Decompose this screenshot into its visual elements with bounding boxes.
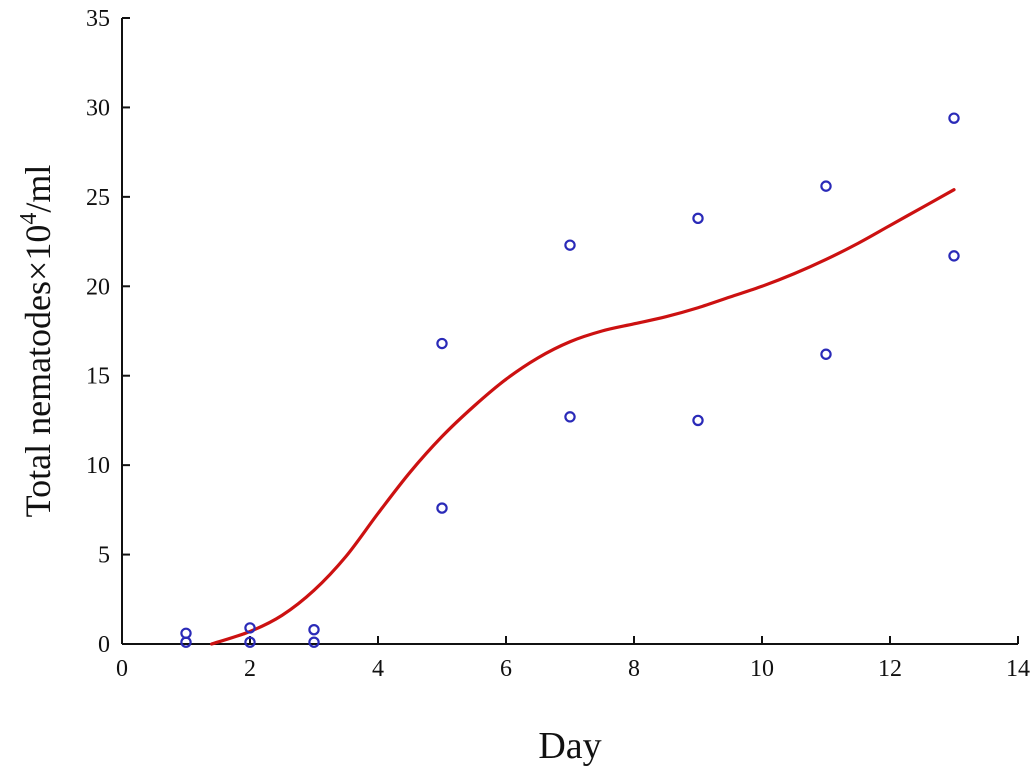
data-point bbox=[308, 623, 320, 636]
y-axis-label: Total nematodes×104/ml bbox=[16, 165, 58, 518]
x-tick-label: 10 bbox=[750, 656, 774, 682]
y-axis-label-superscript: 4 bbox=[16, 213, 42, 225]
x-axis-ticks: 0 2 4 6 8 10 12 14 bbox=[116, 636, 1030, 682]
x-axis-label: Day bbox=[538, 725, 601, 767]
x-tick-label: 8 bbox=[628, 656, 640, 682]
data-point bbox=[180, 636, 192, 648]
y-tick-label: 0 bbox=[98, 632, 110, 658]
y-tick-label: 30 bbox=[86, 95, 110, 121]
data-point bbox=[436, 502, 448, 514]
y-tick-label: 20 bbox=[86, 274, 110, 300]
data-point bbox=[244, 622, 256, 634]
y-tick-label: 10 bbox=[86, 453, 110, 479]
y-tick-label: 35 bbox=[86, 6, 110, 32]
data-point bbox=[436, 337, 448, 350]
data-point bbox=[948, 250, 960, 262]
data-point bbox=[564, 239, 576, 251]
x-tick-label: 0 bbox=[116, 656, 128, 682]
y-tick-label: 15 bbox=[86, 364, 110, 390]
data-point bbox=[692, 212, 704, 225]
data-point bbox=[948, 112, 960, 124]
data-point bbox=[820, 180, 832, 192]
y-tick-label: 25 bbox=[86, 185, 110, 211]
y-axis-label-unit: /ml bbox=[18, 165, 58, 213]
x-tick-label: 12 bbox=[878, 656, 902, 682]
y-axis-ticks: 0 5 10 15 20 25 30 35 bbox=[86, 6, 130, 658]
x-tick-label: 14 bbox=[1006, 656, 1030, 682]
data-point bbox=[820, 348, 832, 360]
x-tick-label: 4 bbox=[372, 656, 384, 682]
data-points-layer bbox=[180, 112, 960, 648]
data-point bbox=[308, 636, 320, 648]
axes bbox=[121, 18, 1018, 645]
x-tick-label: 6 bbox=[500, 656, 512, 682]
y-tick-label: 5 bbox=[98, 543, 110, 569]
fitted-curve-layer bbox=[210, 188, 956, 646]
data-point bbox=[564, 411, 576, 423]
x-tick-label: 2 bbox=[244, 656, 256, 682]
data-point bbox=[180, 627, 192, 639]
data-point bbox=[244, 636, 256, 648]
fitted-curve bbox=[210, 188, 956, 646]
y-axis-label-main: Total nematodes×10 bbox=[18, 225, 58, 518]
data-point bbox=[692, 414, 704, 427]
